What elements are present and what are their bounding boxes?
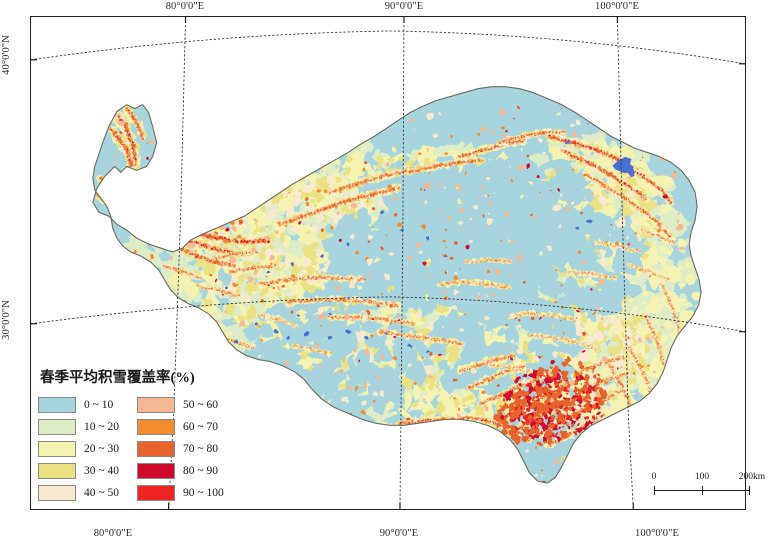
legend-title-unit: (%) — [170, 370, 195, 386]
legend-swatch — [136, 396, 175, 413]
legend-swatch — [38, 440, 76, 457]
legend-item: 40 ~ 50 — [38, 484, 119, 501]
legend-item: 70 ~ 80 — [136, 440, 224, 457]
legend-item: 0 ~ 10 — [38, 396, 119, 413]
legend-item: 50 ~ 60 — [136, 396, 224, 413]
legend-label: 90 ~ 100 — [182, 486, 224, 499]
legend-column-high: 50 ~ 60 60 ~ 70 70 ~ 80 80 ~ 90 90 ~ 100 — [136, 396, 224, 501]
graticule-label-left-30n: 30°0'0"N — [1, 300, 12, 340]
legend: 春季平均积雪覆盖率(%) 0 ~ 10 10 ~ 20 20 ~ 30 30 ~ 40… — [38, 366, 224, 501]
graticule-label-top-80e: 80°0'0"E — [165, 1, 205, 12]
legend-item: 30 ~ 40 — [38, 462, 119, 479]
graticule-label-bottom-100e: 100°0'0"E — [635, 528, 679, 539]
legend-swatch — [136, 462, 175, 479]
scalebar-tick-200: 200km — [738, 472, 766, 482]
legend-column-low: 0 ~ 10 10 ~ 20 20 ~ 30 30 ~ 40 40 ~ 50 — [38, 396, 119, 501]
legend-swatch — [38, 462, 76, 479]
legend-item: 10 ~ 20 — [38, 418, 119, 435]
graticule-label-top-100e: 100°0'0"E — [595, 1, 639, 12]
legend-item: 90 ~ 100 — [136, 484, 224, 501]
scalebar-line — [650, 486, 754, 495]
legend-title-text: 春季平均积雪覆盖率 — [40, 370, 171, 386]
legend-item: 60 ~ 70 — [136, 418, 224, 435]
graticule-label-left-40n: 40°0'0"N — [1, 35, 12, 75]
scalebar-tick-mark-0 — [654, 486, 656, 495]
legend-item: 20 ~ 30 — [38, 440, 119, 457]
legend-swatch — [38, 418, 76, 435]
map-canvas — [31, 17, 745, 509]
legend-item: 80 ~ 90 — [136, 462, 224, 479]
legend-swatch — [38, 396, 76, 413]
legend-label: 80 ~ 90 — [182, 464, 218, 477]
graticule-label-bottom-80e: 80°0'0"E — [93, 528, 133, 539]
legend-title: 春季平均积雪覆盖率(%) — [40, 366, 224, 387]
legend-swatch — [136, 418, 175, 435]
scalebar-tick-mark-2 — [749, 486, 751, 495]
legend-label: 30 ~ 40 — [84, 464, 119, 477]
graticule-label-top-90e: 90°0'0"E — [384, 1, 424, 12]
legend-label: 20 ~ 30 — [84, 442, 119, 455]
graticule-label-bottom-90e: 90°0'0"E — [379, 528, 419, 539]
legend-swatch — [38, 484, 76, 501]
legend-swatch — [136, 440, 175, 457]
scalebar-tick-mark-1 — [702, 486, 704, 495]
legend-label: 50 ~ 60 — [182, 398, 218, 411]
map-frame — [30, 16, 746, 510]
scalebar-tick-0: 0 — [651, 472, 657, 482]
legend-label: 60 ~ 70 — [182, 420, 218, 433]
scalebar-labels: 0 100 200km — [650, 472, 766, 485]
legend-label: 0 ~ 10 — [84, 398, 114, 411]
legend-label: 10 ~ 20 — [84, 420, 119, 433]
legend-label: 70 ~ 80 — [182, 442, 218, 455]
scalebar-tick-100: 100 — [694, 472, 710, 482]
scalebar: 0 100 200km — [650, 472, 766, 495]
legend-swatch — [136, 484, 175, 501]
legend-label: 40 ~ 50 — [84, 486, 119, 499]
